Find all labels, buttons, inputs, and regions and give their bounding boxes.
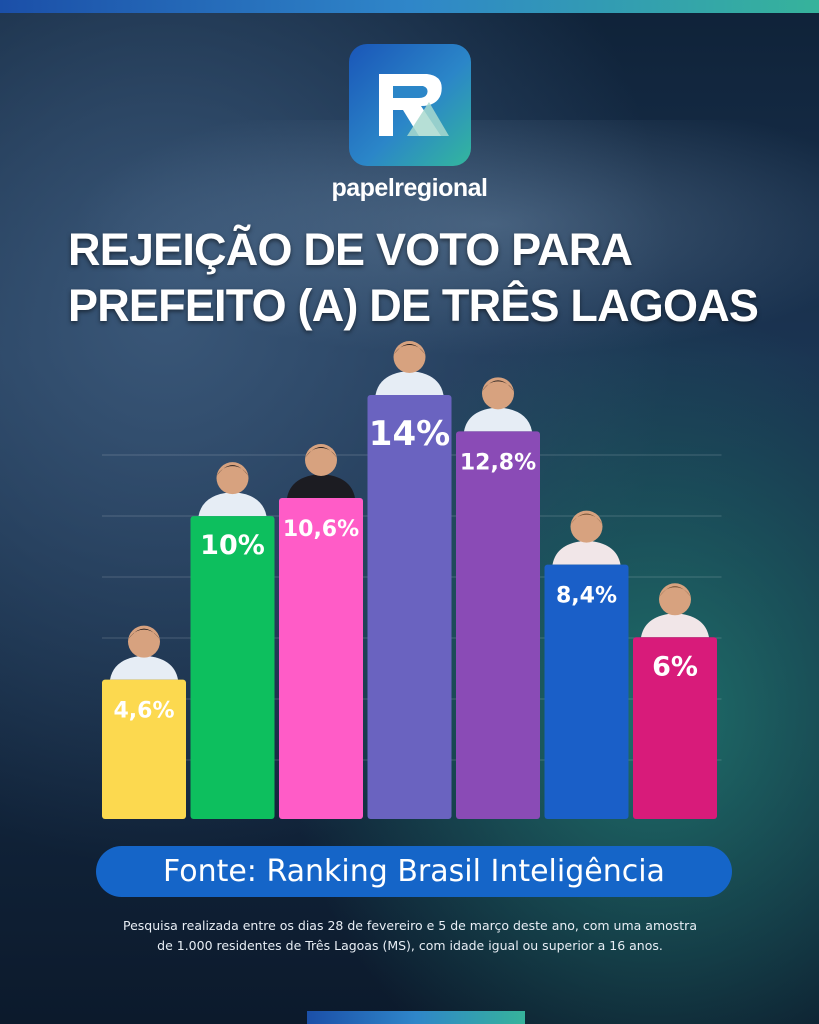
data-label: 8,4% (556, 584, 617, 609)
page-title: REJEIÇÃO DE VOTO PARA PREFEITO (A) DE TR… (68, 222, 788, 334)
survey-note-line-2: de 1.000 residentes de Três Lagoas (MS),… (157, 938, 663, 953)
data-label: 6% (652, 651, 698, 682)
source-pill: Fonte: Ranking Brasil Inteligência (96, 846, 732, 897)
survey-note: Pesquisa realizada entre os dias 28 de f… (60, 916, 760, 956)
top-accent-bar (0, 0, 819, 13)
candidate-photo (287, 443, 355, 498)
candidate-photo (198, 462, 267, 517)
data-label: 12,8% (460, 450, 536, 475)
title-line-2: PREFEITO (A) DE TRÊS LAGOAS (68, 280, 759, 331)
candidate-photo (641, 583, 709, 638)
bar (279, 497, 363, 819)
bar (456, 431, 540, 819)
bar (102, 679, 186, 819)
bar (544, 564, 629, 819)
brand-name: papelregional (331, 174, 488, 202)
bottom-accent-bar (307, 1011, 525, 1024)
logo-mark-icon (379, 74, 449, 136)
title-line-1: REJEIÇÃO DE VOTO PARA (68, 224, 633, 275)
bar (367, 395, 452, 819)
candidate-photo (552, 510, 621, 565)
candidate-photo (375, 341, 444, 395)
papelregional-logo (349, 44, 471, 166)
bar-chart: 4,6% 10% 10,6% 14% 12,8% 8,4% 6% (102, 341, 722, 819)
survey-note-line-1: Pesquisa realizada entre os dias 28 de f… (123, 918, 697, 933)
data-label: 10,6% (283, 517, 359, 542)
candidate-photo (110, 625, 178, 680)
data-label: 10% (200, 530, 265, 561)
data-label: 14% (369, 414, 450, 454)
bar (190, 516, 275, 819)
bar (633, 637, 717, 819)
data-label: 4,6% (113, 699, 174, 724)
candidate-photo (464, 377, 532, 432)
